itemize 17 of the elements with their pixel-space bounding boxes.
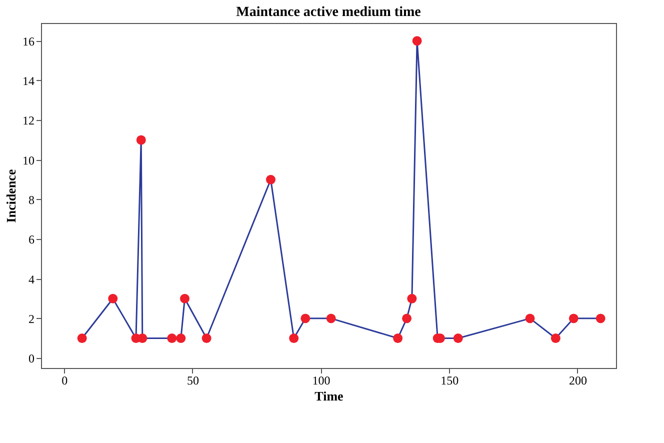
x-tick-label: 200 bbox=[568, 374, 587, 388]
y-tick-label: 12 bbox=[22, 114, 34, 128]
y-tick-label: 8 bbox=[28, 192, 34, 207]
chart-title: Maintance active medium time bbox=[236, 5, 421, 20]
y-tick-label: 10 bbox=[22, 153, 34, 168]
x-axis-title: Time bbox=[314, 388, 344, 404]
y-tick-label: 0 bbox=[28, 352, 34, 366]
y-tick-label: 4 bbox=[28, 272, 34, 286]
x-tick-label: 50 bbox=[186, 374, 199, 388]
x-tick-label: 150 bbox=[440, 374, 459, 388]
y-tick-label: 2 bbox=[28, 312, 34, 326]
y-tick-label: 16 bbox=[22, 34, 34, 48]
x-tick-label: 0 bbox=[62, 374, 68, 388]
y-axis-title: Incidence bbox=[4, 169, 18, 223]
y-tick-label: 6 bbox=[28, 232, 34, 247]
y-tick-label: 14 bbox=[22, 74, 34, 88]
x-tick-label: 100 bbox=[312, 374, 330, 388]
